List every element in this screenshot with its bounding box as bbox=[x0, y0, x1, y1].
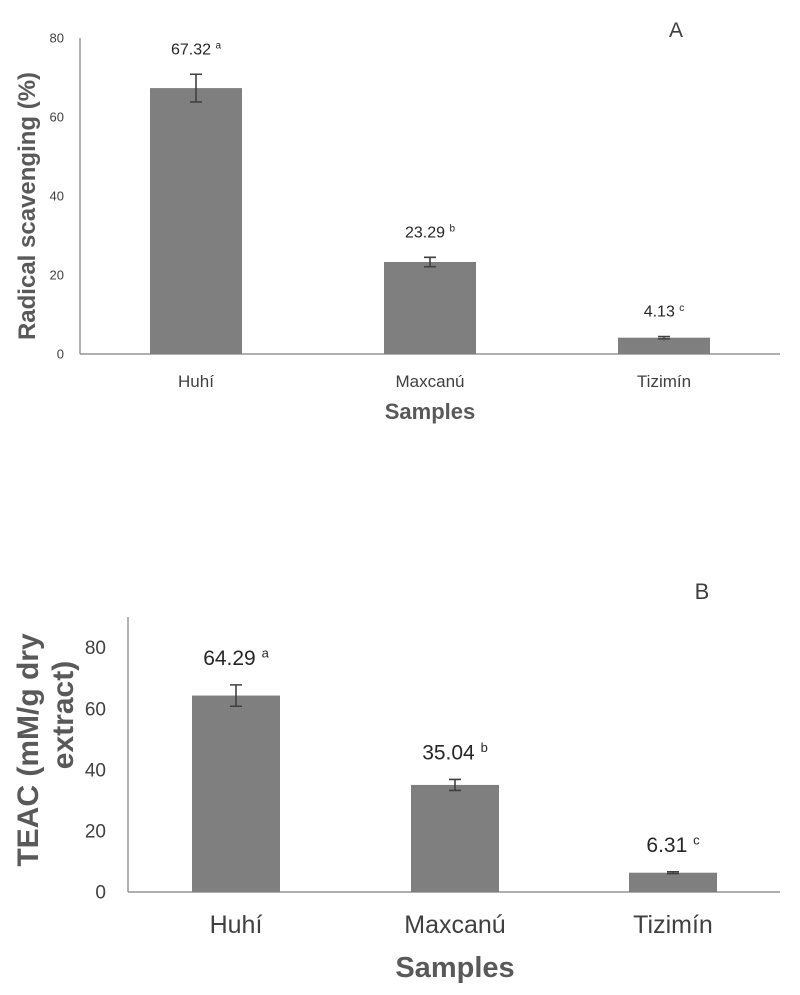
panel-b-x-axis-title: Samples bbox=[395, 952, 514, 984]
panel-a-y-tick-label: 60 bbox=[50, 110, 64, 125]
panel-a-error-bar-2 bbox=[424, 256, 436, 268]
panel-a-category-labels: Huhí Maxcanú Tizimín bbox=[178, 372, 691, 391]
panel-b-category-label-1: Huhí bbox=[210, 911, 263, 939]
panel-a-category-label-2: Maxcanú bbox=[396, 372, 465, 391]
panel-a-y-tick-label: 20 bbox=[50, 268, 64, 283]
panel-b-error-bar-1 bbox=[230, 684, 242, 708]
panel-a-bar-3 bbox=[618, 337, 710, 354]
panel-b-error-bar-3 bbox=[667, 871, 679, 875]
value-number: 67.32 bbox=[171, 41, 215, 58]
value-number: 6.31 bbox=[646, 834, 693, 857]
panel-a-x-axis-title: Samples bbox=[385, 399, 476, 424]
panel-b-y-axis-title-line1: TEAC (mM/g dry bbox=[12, 633, 45, 867]
significance-letter: b bbox=[449, 224, 455, 235]
significance-letter: c bbox=[679, 303, 684, 314]
panel-b-bar-1 bbox=[192, 695, 280, 892]
significance-letter: c bbox=[693, 832, 700, 847]
chart-panel-a: A 0 20 40 60 80 67.32 a 23.29 b 4.13 c Huhí Max… bbox=[14, 19, 780, 424]
panel-b-value-label-2: 35.04 b bbox=[422, 740, 488, 764]
significance-letter: a bbox=[215, 41, 221, 52]
panel-b-y-ticks: 0 20 40 60 80 bbox=[85, 638, 106, 903]
panel-a-y-axis-title: Radical scavenging (%) bbox=[14, 72, 41, 340]
panel-b-y-tick-label: 20 bbox=[85, 822, 106, 843]
panel-a-bars bbox=[150, 88, 710, 354]
value-number: 64.29 bbox=[203, 647, 261, 670]
panel-a-y-tick-label: 80 bbox=[50, 31, 64, 46]
panel-b-y-tick-label: 80 bbox=[85, 638, 106, 659]
panel-b-bars bbox=[192, 695, 717, 892]
panel-b-y-tick-label: 60 bbox=[85, 699, 106, 720]
panel-a-value-label-2: 23.29 b bbox=[405, 224, 455, 242]
panel-a-error-bar-1 bbox=[190, 73, 202, 103]
panel-b-error-bars bbox=[230, 684, 679, 875]
value-number: 35.04 bbox=[422, 741, 480, 764]
panel-a-value-label-3: 4.13 c bbox=[644, 303, 685, 321]
panel-a-category-label-3: Tizimín bbox=[637, 372, 691, 391]
panel-b-bar-2 bbox=[411, 784, 499, 892]
panel-b-category-label-3: Tizimín bbox=[633, 911, 713, 939]
significance-letter: b bbox=[481, 740, 488, 755]
chart-panel-b: B 0 20 40 60 80 64.29 a 35.04 b 6.31 c Huhí Max… bbox=[12, 579, 780, 984]
panel-b-value-label-3: 6.31 c bbox=[646, 832, 700, 856]
panel-a-error-bar-3 bbox=[658, 335, 670, 340]
panel-b-y-axis-title-line2: extract) bbox=[47, 661, 80, 769]
panel-a-error-bars bbox=[190, 73, 670, 340]
panel-a-value-label-1: 67.32 a bbox=[171, 41, 221, 59]
panel-a-bar-1 bbox=[150, 88, 242, 354]
value-number: 4.13 bbox=[644, 304, 680, 321]
panel-b-category-label-2: Maxcanú bbox=[404, 911, 505, 939]
panel-a-y-tick-label: 0 bbox=[57, 347, 64, 362]
panel-a-category-label-1: Huhí bbox=[178, 372, 214, 391]
panel-b-y-axis-title: TEAC (mM/g dry extract) bbox=[12, 633, 80, 867]
panel-a-letter: A bbox=[669, 19, 683, 42]
panel-b-letter: B bbox=[695, 579, 710, 604]
panel-b-value-label-1: 64.29 a bbox=[203, 646, 269, 670]
significance-letter: a bbox=[262, 646, 270, 661]
panel-b-bar-3 bbox=[629, 872, 717, 892]
panel-b-y-tick-label: 40 bbox=[85, 760, 106, 781]
value-number: 23.29 bbox=[405, 224, 449, 241]
panel-b-category-labels: Huhí Maxcanú Tizimín bbox=[210, 911, 713, 939]
panel-b-value-labels: 64.29 a 35.04 b 6.31 c bbox=[203, 646, 700, 857]
panel-a-y-tick-label: 40 bbox=[50, 189, 64, 204]
panel-a-bar-2 bbox=[384, 262, 476, 354]
panel-b-error-bar-2 bbox=[449, 778, 461, 792]
panel-a-value-labels: 67.32 a 23.29 b 4.13 c bbox=[171, 41, 684, 321]
panel-b-y-tick-label: 0 bbox=[95, 883, 106, 904]
panel-a-y-ticks: 0 20 40 60 80 bbox=[50, 31, 64, 362]
